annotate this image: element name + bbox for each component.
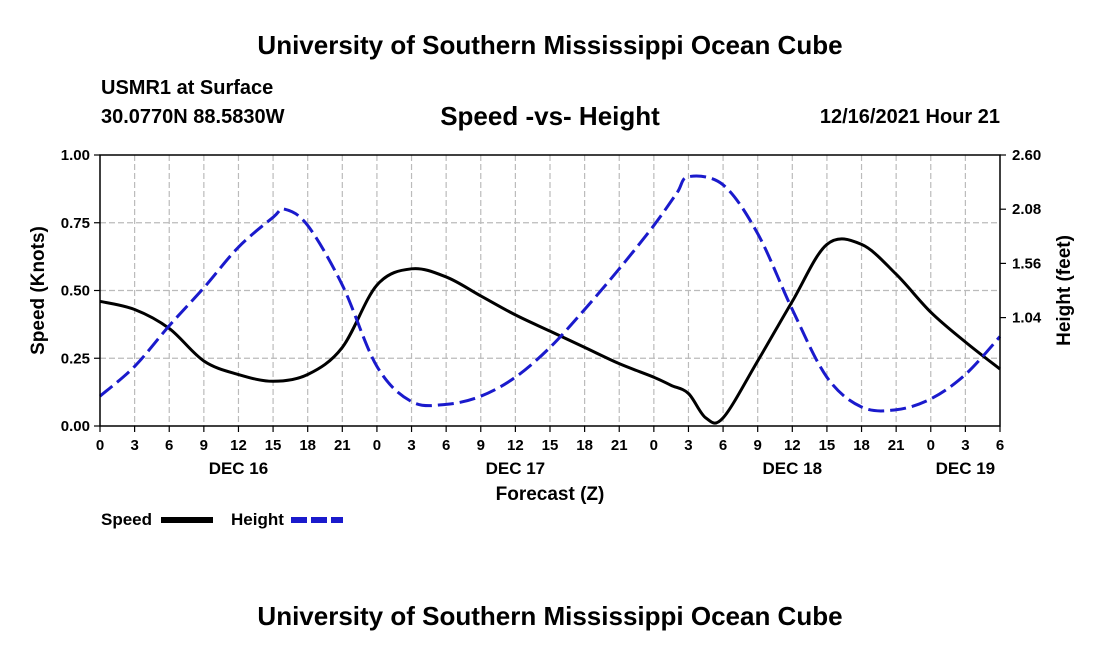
x-tick-label: 15 [819, 437, 836, 454]
y-tick-label: 0.50 [61, 283, 90, 300]
y-tick-label: 1.00 [61, 147, 90, 164]
x-tick-label: 15 [542, 437, 559, 454]
x-tick-label: 6 [165, 437, 173, 454]
axes: 0 3 6 9 12 15 18 21 0 3 6 9 12 15 18 21 0 3 6 9 12 15 18 21 0 3 6 0… [28, 147, 1075, 505]
x-tick-label: 18 [576, 437, 593, 454]
day-label: DEC 18 [763, 459, 823, 478]
footer-title: University of Southern Mississippi Ocean… [257, 601, 843, 631]
y-axis-title: Speed (Knots) [28, 226, 49, 355]
x-tick-label: 18 [853, 437, 870, 454]
height-series-line [99, 174, 1002, 413]
legend-height-label: Height [231, 510, 284, 529]
y2-tick-label: 1.04 [1012, 310, 1042, 327]
forecast-datetime: 12/16/2021 Hour 21 [819, 106, 1000, 128]
x-tick-label: 3 [684, 437, 692, 454]
day-label: DEC 19 [936, 459, 996, 478]
main-title: University of Southern Mississippi Ocean… [257, 30, 843, 60]
x-tick-label: 21 [611, 437, 628, 454]
legend-height-line [291, 517, 343, 523]
x-axis-title: Forecast (Z) [496, 484, 605, 505]
speed-series-line [99, 237, 1001, 425]
y-tick-label: 0.25 [61, 350, 90, 367]
x-tick-label: 21 [888, 437, 905, 454]
grid [100, 155, 1000, 426]
chart-title: Speed -vs- Height [440, 101, 660, 131]
station-coordinates: 30.0770N 88.5830W [101, 106, 285, 128]
y2-tick-label: 2.60 [1012, 147, 1041, 164]
x-tick-label: 12 [230, 437, 247, 454]
x-tick-label: 0 [373, 437, 381, 454]
x-tick-label: 6 [442, 437, 450, 454]
x-tick-label: 9 [477, 437, 485, 454]
x-tick-label: 0 [96, 437, 104, 454]
series-layer [99, 174, 1002, 425]
y-tick-label: 0.00 [61, 418, 90, 435]
y2-axis-title: Height (feet) [1054, 235, 1075, 346]
x-tick-label: 6 [719, 437, 727, 454]
x-tick-label: 6 [996, 437, 1004, 454]
x-tick-label: 3 [407, 437, 415, 454]
day-label: DEC 17 [486, 459, 546, 478]
station-name: USMR1 at Surface [101, 77, 274, 99]
y2-tick-label: 2.08 [1012, 201, 1041, 218]
legend-speed-label: Speed [101, 510, 153, 529]
x-tick-label: 12 [507, 437, 524, 454]
x-tick-label: 18 [299, 437, 316, 454]
x-tick-label: 9 [200, 437, 208, 454]
x-tick-label: 0 [927, 437, 935, 454]
x-tick-label: 3 [130, 437, 138, 454]
x-tick-label: 12 [784, 437, 801, 454]
x-tick-label: 0 [650, 437, 658, 454]
legend-speed-line [161, 517, 213, 523]
day-label: DEC 16 [209, 459, 269, 478]
x-tick-label: 3 [961, 437, 969, 454]
x-tick-label: 15 [265, 437, 282, 454]
x-tick-label: 21 [334, 437, 351, 454]
y2-tick-label: 1.56 [1012, 255, 1041, 272]
y-tick-label: 0.75 [61, 215, 90, 232]
x-tick-label: 9 [754, 437, 762, 454]
